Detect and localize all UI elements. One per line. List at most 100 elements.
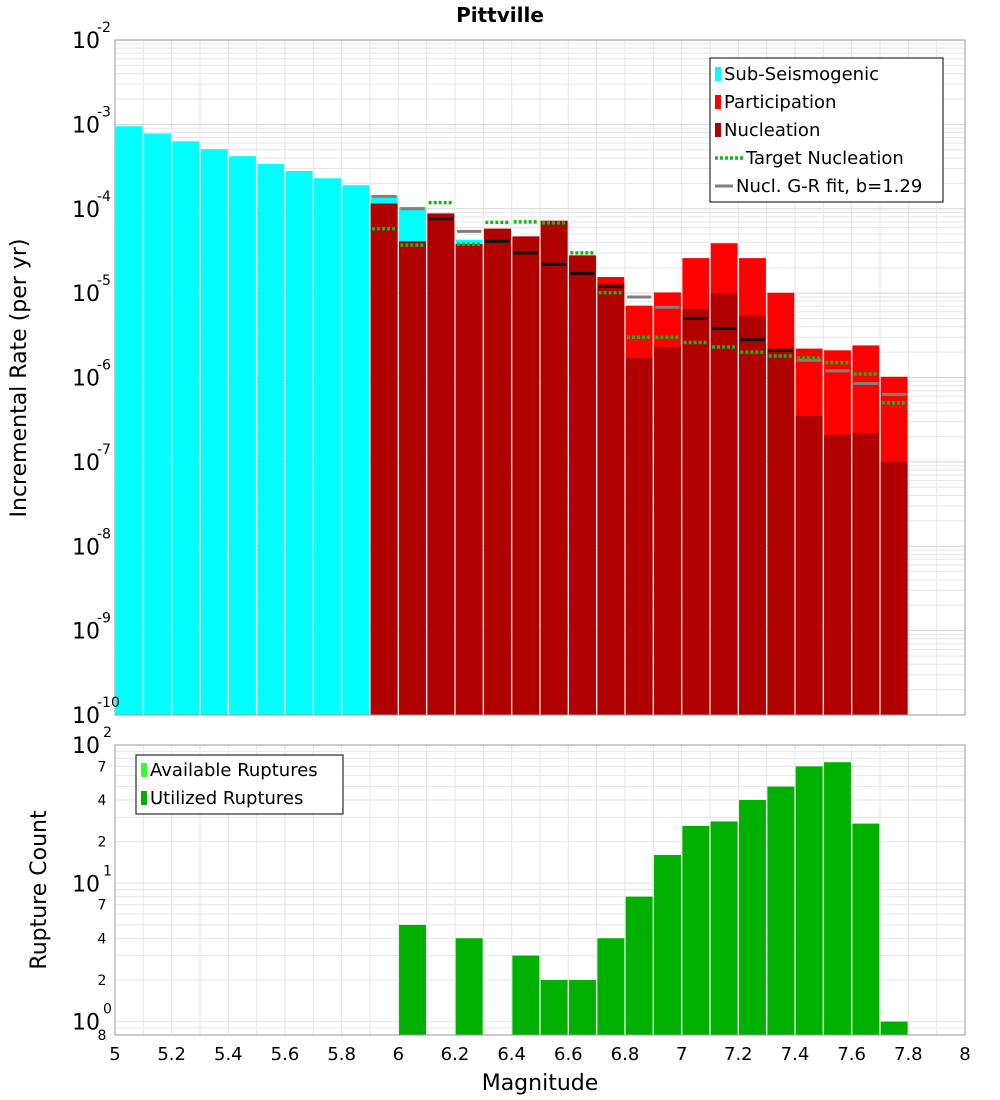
y-tick-exponent: 2 bbox=[103, 725, 112, 741]
legend-label: Utilized Ruptures bbox=[150, 788, 303, 809]
minor-tick-label: 7 bbox=[98, 898, 107, 914]
top-plot-frame bbox=[114, 39, 966, 716]
y-tick-exponent: -3 bbox=[97, 104, 111, 120]
legend-label: Available Ruptures bbox=[150, 760, 318, 781]
utilized-ruptures-bar bbox=[399, 924, 426, 1035]
legend-label: Participation bbox=[724, 92, 836, 113]
top-y-tick: 10-5 bbox=[72, 273, 111, 307]
top-fit-lines bbox=[372, 194, 907, 405]
y-tick-label: 10 bbox=[72, 29, 100, 54]
bottom-bars bbox=[399, 762, 908, 1035]
utilized-ruptures-bar bbox=[710, 821, 738, 1035]
minor-tick-label: 8 bbox=[98, 1028, 107, 1044]
x-tick-label: 5.2 bbox=[157, 1044, 186, 1065]
nucleation-bar bbox=[569, 255, 596, 715]
utilized-ruptures-bar bbox=[569, 979, 596, 1035]
y-tick-exponent: 0 bbox=[103, 1002, 112, 1018]
nucleation-bar bbox=[682, 308, 710, 715]
sub-seismogenic-bar bbox=[229, 156, 256, 716]
nucleation-bar bbox=[427, 213, 455, 716]
bottom-y-tick: 102 bbox=[72, 725, 112, 759]
top-y-tick: 10-6 bbox=[72, 358, 111, 392]
y-tick-exponent: -5 bbox=[97, 273, 111, 289]
utilized-ruptures-bar bbox=[767, 786, 795, 1035]
sub-seismogenic-bar bbox=[115, 126, 143, 715]
sub-seismogenic-bar bbox=[314, 178, 341, 715]
nucleation-bar bbox=[654, 346, 681, 715]
nucleation-bar bbox=[824, 434, 851, 715]
minor-tick-label: 4 bbox=[98, 931, 107, 947]
y-tick-exponent: -8 bbox=[97, 526, 111, 542]
y-tick-exponent: -10 bbox=[97, 695, 120, 711]
y-tick-label: 10 bbox=[72, 535, 100, 560]
y-tick-exponent: -6 bbox=[97, 358, 111, 374]
legend-label: Nucleation bbox=[724, 120, 820, 141]
y-tick-exponent: -2 bbox=[97, 20, 111, 36]
y-tick-label: 10 bbox=[72, 704, 100, 729]
y-tick-exponent: 1 bbox=[103, 863, 112, 879]
nucleation-bar bbox=[540, 220, 568, 715]
y-tick-label: 10 bbox=[72, 451, 100, 476]
top-legend: Sub-Seismogenic Participation Nucleation Ta… bbox=[709, 57, 944, 203]
chart-title: Pittville bbox=[456, 3, 544, 27]
nucleation-bar bbox=[880, 461, 908, 715]
y-tick-label: 10 bbox=[72, 1011, 100, 1036]
nucleation-bar bbox=[484, 228, 511, 716]
sub-seismogenic-bar bbox=[285, 171, 313, 715]
x-ticks: 5 5.2 5.4 5.6 5.8 6 6.2 6.4 6.6 6.8 7 7.2 7.4 7.6 7.8 8 bbox=[109, 1044, 970, 1065]
nucleation-bar bbox=[597, 283, 625, 715]
y-tick-exponent: -9 bbox=[97, 611, 111, 627]
x-axis-label: Magnitude bbox=[482, 1071, 599, 1096]
top-y-tick: 10-9 bbox=[72, 611, 111, 645]
nucleation-bar bbox=[795, 415, 823, 715]
y-tick-label: 10 bbox=[72, 113, 100, 138]
top-y-tick: 10-3 bbox=[72, 104, 111, 138]
sub-seismogenic-bar bbox=[200, 149, 228, 715]
x-tick-label: 8 bbox=[959, 1044, 970, 1065]
top-y-axis-label: Incremental Rate (per yr) bbox=[7, 239, 32, 518]
x-tick-label: 7.4 bbox=[781, 1044, 810, 1065]
utilized-ruptures-bar bbox=[880, 1021, 908, 1035]
nucleation-bar bbox=[852, 432, 880, 715]
x-tick-label: 7.6 bbox=[837, 1044, 866, 1065]
minor-tick-label: 4 bbox=[98, 793, 107, 809]
top-y-tick: 10-10 bbox=[72, 695, 120, 729]
nucleation-bar bbox=[512, 236, 540, 715]
legend-swatch bbox=[715, 67, 721, 81]
x-tick-label: 5.6 bbox=[271, 1044, 300, 1065]
top-y-tick: 10-8 bbox=[72, 526, 111, 560]
legend-swatch bbox=[715, 123, 721, 137]
x-tick-label: 6.8 bbox=[611, 1044, 640, 1065]
bottom-legend-box bbox=[135, 754, 344, 815]
sub-seismogenic-bar bbox=[144, 133, 171, 716]
nucleation-bar bbox=[767, 348, 795, 715]
nucleation-bar bbox=[455, 244, 483, 716]
legend-label: Sub-Seismogenic bbox=[724, 64, 879, 85]
x-tick-label: 5.4 bbox=[214, 1044, 243, 1065]
y-tick-exponent: -7 bbox=[97, 442, 111, 458]
sub-seismogenic-bar bbox=[172, 141, 200, 715]
x-tick-label: 6.6 bbox=[554, 1044, 583, 1065]
utilized-ruptures-bar bbox=[824, 762, 851, 1035]
sub-seismogenic-bar bbox=[257, 163, 285, 715]
top-grid bbox=[114, 40, 966, 716]
utilized-ruptures-bar bbox=[597, 938, 625, 1035]
y-tick-label: 10 bbox=[72, 367, 100, 392]
x-tick-label: 6.2 bbox=[441, 1044, 470, 1065]
top-bars bbox=[115, 126, 908, 716]
utilized-ruptures-bar bbox=[512, 955, 540, 1035]
utilized-ruptures-bar bbox=[739, 800, 766, 1035]
top-y-tick: 10-4 bbox=[72, 189, 111, 223]
nucleation-bar bbox=[399, 241, 426, 715]
y-tick-exponent: -4 bbox=[97, 189, 111, 205]
bottom-y-tick: 100 bbox=[72, 1002, 112, 1036]
x-tick-label: 6.4 bbox=[497, 1044, 526, 1065]
sub-seismogenic-bar bbox=[342, 185, 370, 715]
legend-label: Nucl. G-R fit, b=1.29 bbox=[736, 176, 922, 197]
nucleation-bar bbox=[625, 358, 653, 715]
y-tick-label: 10 bbox=[72, 620, 100, 645]
